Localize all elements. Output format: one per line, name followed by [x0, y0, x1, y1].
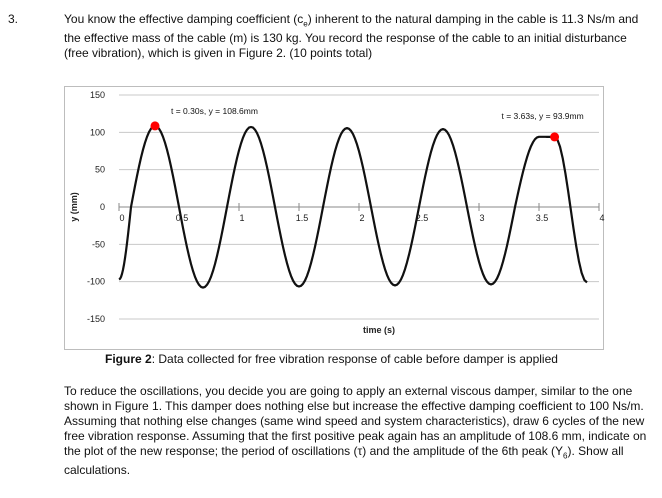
peak-marker [550, 132, 560, 142]
x-tick-label: 2.5 [416, 213, 429, 223]
x-tick-label: 4 [599, 213, 604, 223]
peak-annotation: t = 0.30s, y = 108.6mm [171, 106, 258, 116]
intro-text-pre: You know the effective damping coefficie… [64, 12, 304, 26]
task-subscript: 6 [563, 451, 568, 461]
y-tick-label: -150 [87, 314, 105, 324]
y-tick-label: -50 [92, 239, 105, 249]
intro-subscript: e [303, 19, 308, 29]
peak-annotation: t = 3.63s, y = 93.9mm [501, 111, 583, 121]
x-tick-label: 3 [479, 213, 484, 223]
y-axis-title: y (mm) [69, 192, 79, 222]
x-tick-label: 0 [119, 213, 124, 223]
figure-caption-text: : Data collected for free vibration resp… [151, 352, 558, 366]
figure-caption: Figure 2: Data collected for free vibrat… [105, 352, 558, 366]
x-tick-label: 1 [239, 213, 244, 223]
intro-text-post: ) inherent to the natural damping in the… [64, 12, 639, 61]
x-tick-label: 1.5 [296, 213, 309, 223]
y-tick-label: 150 [90, 90, 105, 100]
question-task-text: To reduce the oscillations, you decide y… [64, 384, 652, 478]
figure-2-chart: -150 -100 -50 0 50 100 150 0 0.5 1 1.5 2 2.5 3 3.5 4 t =… [64, 86, 605, 350]
peak-marker [150, 121, 160, 131]
response-curve [118, 124, 588, 289]
question-number: 3. [8, 12, 19, 26]
x-tick-label: 3.5 [536, 213, 549, 223]
task-text-pre: To reduce the oscillations, you decide y… [64, 384, 647, 458]
y-tick-label: 0 [100, 202, 105, 212]
figure-label: Figure 2 [105, 352, 152, 366]
y-tick-label: 100 [90, 127, 105, 137]
y-tick-label: -100 [87, 277, 105, 287]
x-tick-label: 2 [359, 213, 364, 223]
y-tick-label: 50 [95, 165, 105, 175]
x-axis-title: time (s) [363, 325, 395, 335]
task-text-post: ). Show all calculations. [64, 444, 624, 478]
question-intro-text: You know the effective damping coefficie… [64, 12, 654, 61]
